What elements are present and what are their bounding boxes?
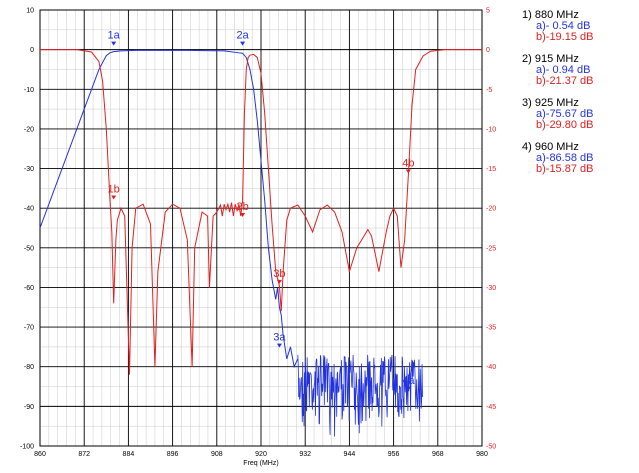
y-tick-label-left: -100 xyxy=(20,444,34,451)
marker-label: 2b xyxy=(236,201,248,213)
marker-label: 3b xyxy=(273,268,285,280)
readout-group-1: 1) 880 MHz a)- 0.54 dB b)-19.15 dB xyxy=(522,10,634,43)
y-tick-label-left: -80 xyxy=(24,364,34,371)
frequency-response-chart: 860 872 884 896 908 920 932 944 956 968 980 10 0 -10 -… xyxy=(20,8,496,468)
x-tick-label: 932 xyxy=(299,451,311,458)
y-tick-label-right: -25 xyxy=(486,245,496,252)
y-tick-label-left: -10 xyxy=(24,87,34,94)
marker-arrow xyxy=(111,41,117,46)
marker-2a: 2a xyxy=(236,30,250,46)
y-tick-label-right: -45 xyxy=(486,404,496,411)
y-tick-label-left: -50 xyxy=(24,245,34,252)
marker-1b: 1b xyxy=(108,183,120,200)
marker-3b: 3b xyxy=(273,268,286,284)
readout-header-4: 4) 960 MHz xyxy=(522,141,579,153)
marker-label: 2a xyxy=(236,30,249,42)
series-line-a-stopband-noise xyxy=(297,354,424,437)
marker-4a: 4a xyxy=(402,375,415,391)
y-tick-label-left: -40 xyxy=(24,206,34,213)
x-tick-label: 884 xyxy=(123,451,135,458)
series-line-b xyxy=(40,49,482,375)
marker-arrow xyxy=(276,279,282,284)
marker-arrow xyxy=(405,386,411,391)
marker-2b: 2b xyxy=(236,201,249,218)
y-tick-label-right: 5 xyxy=(486,8,490,15)
x-tick-label: 944 xyxy=(344,451,356,458)
grid-lines xyxy=(39,9,483,447)
readout-group-3: 3) 925 MHz a)-75.67 dB b)-29.80 dB xyxy=(522,98,634,131)
marker-3a: 3a xyxy=(273,332,286,348)
readout-group-4: 4) 960 MHz a)-86.58 dB b)-15.87 dB xyxy=(522,142,634,175)
marker-arrow xyxy=(276,343,282,348)
y-tick-label-right: -10 xyxy=(486,126,496,133)
y-tick-label-right: -50 xyxy=(486,444,496,451)
marker-label: 3a xyxy=(273,332,286,344)
x-tick-label: 896 xyxy=(167,451,179,458)
y-tick-label-right: 0 xyxy=(486,47,490,54)
x-tick-label: 860 xyxy=(34,451,46,458)
marker-label: 4b xyxy=(402,157,414,169)
marker-arrow xyxy=(240,41,246,46)
marker-label: 4a xyxy=(402,375,415,387)
marker-4b: 4b xyxy=(402,157,414,174)
readout-b-2: b)-21.37 dB xyxy=(536,75,594,87)
readout-b-4: b)-15.87 dB xyxy=(536,163,594,175)
marker-label: 1b xyxy=(108,183,120,195)
readout-b-3: b)-29.80 dB xyxy=(536,119,594,131)
y-tick-label-left: -70 xyxy=(24,325,34,332)
marker-1a: 1a xyxy=(108,30,121,46)
marker-arrow xyxy=(240,213,246,218)
y-tick-label-left: 0 xyxy=(30,47,34,54)
series-line-a xyxy=(39,49,299,369)
readout-a-3: a)-75.67 dB xyxy=(536,108,594,120)
marker-readout-panel: 1) 880 MHz a)- 0.54 dB b)-19.15 dB 2) 91… xyxy=(522,10,634,186)
y-tick-label-left: -90 xyxy=(24,404,34,411)
readout-header-3: 3) 925 MHz xyxy=(522,97,579,109)
readout-header-1: 1) 880 MHz xyxy=(522,9,579,21)
x-tick-label: 980 xyxy=(476,451,488,458)
readout-a-4: a)-86.58 dB xyxy=(536,152,594,164)
y-tick-label-right: -5 xyxy=(486,87,492,94)
x-tick-label: 908 xyxy=(211,451,223,458)
readout-b-1: b)-19.15 dB xyxy=(536,31,594,43)
readout-a-2: a)- 0.94 dB xyxy=(536,64,591,76)
y-tick-label-left: -20 xyxy=(24,126,34,133)
y-tick-label-right: -35 xyxy=(486,325,496,332)
y-tick-label-right: -15 xyxy=(486,166,496,173)
y-tick-label-left: 10 xyxy=(26,8,34,15)
x-axis-label: Freq (MHz) xyxy=(243,460,278,467)
marker-arrow xyxy=(111,195,117,200)
readout-group-2: 2) 915 MHz a)- 0.94 dB b)-21.37 dB xyxy=(522,54,634,87)
marker-arrow xyxy=(405,169,411,174)
x-tick-label: 968 xyxy=(432,451,444,458)
y-tick-label-left: -60 xyxy=(24,285,34,292)
y-tick-label-right: -20 xyxy=(486,206,496,213)
x-tick-label: 920 xyxy=(255,451,267,458)
readout-a-1: a)- 0.54 dB xyxy=(536,20,591,32)
marker-label: 1a xyxy=(108,30,121,42)
y-tick-label-left: -30 xyxy=(24,166,34,173)
x-tick-label: 872 xyxy=(78,451,90,458)
y-tick-label-right: -30 xyxy=(486,285,496,292)
y-tick-label-right: -40 xyxy=(486,364,496,371)
readout-header-2: 2) 915 MHz xyxy=(522,53,579,65)
x-tick-label: 956 xyxy=(388,451,400,458)
